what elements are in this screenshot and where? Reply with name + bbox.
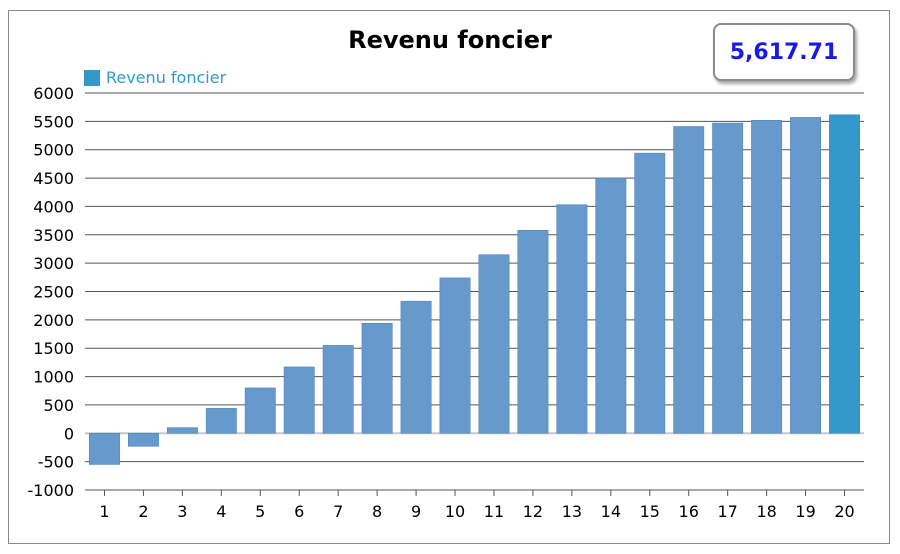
x-tick-label: 7 xyxy=(333,502,343,521)
x-tick-label: 8 xyxy=(372,502,382,521)
bar xyxy=(634,152,666,434)
x-tick-label: 2 xyxy=(138,502,148,521)
y-tick-label: -500 xyxy=(38,453,74,472)
x-tick-label: 10 xyxy=(445,502,465,521)
y-tick-label: 500 xyxy=(43,396,74,415)
x-tick-label: 12 xyxy=(523,502,543,521)
y-tick-label: 3000 xyxy=(33,254,74,273)
y-tick-label: 5000 xyxy=(33,141,74,160)
legend-label: Revenu foncier xyxy=(106,68,227,87)
x-tick-label: 3 xyxy=(177,502,187,521)
y-tick-label: 2500 xyxy=(33,283,74,302)
y-tick-label: 2000 xyxy=(33,311,74,330)
bar xyxy=(205,408,237,434)
bar xyxy=(556,204,588,434)
bar xyxy=(166,427,198,434)
x-tick-label: 18 xyxy=(756,502,776,521)
y-tick-label: 4500 xyxy=(33,169,74,188)
y-tick-label: 1500 xyxy=(33,339,74,358)
x-tick-label: 11 xyxy=(484,502,504,521)
legend: Revenu foncier xyxy=(84,68,226,87)
x-tick-label: 19 xyxy=(795,502,815,521)
bar xyxy=(439,277,471,434)
bar xyxy=(517,229,549,434)
x-tick-label: 6 xyxy=(294,502,304,521)
bar xyxy=(673,126,705,434)
bar xyxy=(244,387,276,434)
y-tick-label: -1000 xyxy=(28,481,75,500)
x-tick-label: 5 xyxy=(255,502,265,521)
y-tick-label: 6000 xyxy=(33,84,74,103)
bar xyxy=(89,433,120,465)
bar xyxy=(478,254,510,434)
bar xyxy=(595,177,627,434)
x-tick-label: 1 xyxy=(99,502,109,521)
y-tick-label: 3500 xyxy=(33,226,74,245)
x-tick-label: 16 xyxy=(679,502,699,521)
legend-swatch xyxy=(84,69,100,86)
highlight-value-box: 5,617.71 xyxy=(713,23,855,81)
x-tick-label: 20 xyxy=(834,502,854,521)
bar xyxy=(283,366,315,434)
bar xyxy=(829,114,860,434)
y-tick-label: 1000 xyxy=(33,368,74,387)
bar xyxy=(322,345,354,434)
x-tick-label: 13 xyxy=(562,502,582,521)
x-tick-label: 4 xyxy=(216,502,226,521)
bar xyxy=(790,117,822,434)
x-tick-label: 9 xyxy=(411,502,421,521)
bar xyxy=(712,122,744,434)
y-tick-label: 4000 xyxy=(33,197,74,216)
bar xyxy=(361,323,393,434)
x-tick-label: 15 xyxy=(640,502,660,521)
bar xyxy=(127,433,159,447)
x-tick-label: 17 xyxy=(717,502,737,521)
bar xyxy=(400,300,432,434)
y-tick-label: 5500 xyxy=(33,112,74,131)
chart-title: Revenu foncier xyxy=(348,26,552,54)
bar xyxy=(751,119,783,434)
x-tick-label: 14 xyxy=(601,502,621,521)
y-tick-label: 0 xyxy=(64,424,74,443)
